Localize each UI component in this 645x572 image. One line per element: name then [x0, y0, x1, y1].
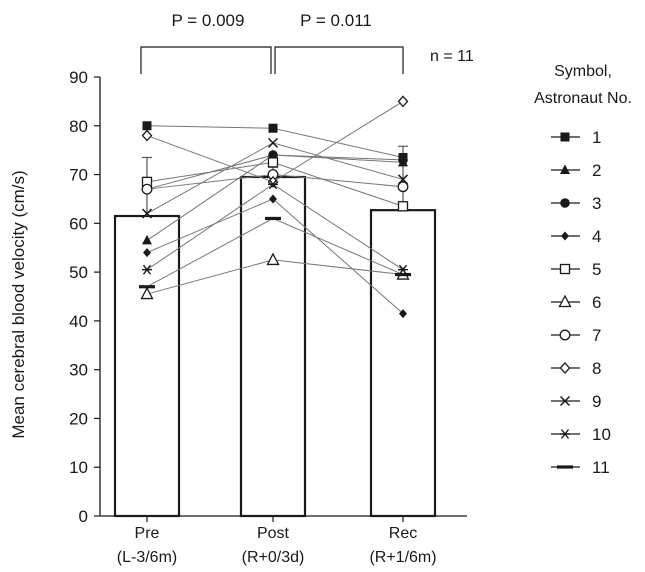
y-tick-label-70: 70 — [69, 166, 88, 185]
data-point-1-pre — [142, 121, 152, 131]
data-point-10-rec — [398, 264, 408, 275]
legend-title-line-2: Astronaut No. — [534, 90, 632, 107]
bars-layer — [113, 175, 437, 518]
significance-bracket-1 — [140, 46, 272, 74]
markers-layer — [139, 95, 411, 319]
legend-label-1: 1 — [592, 128, 601, 147]
legend-marker-1 — [560, 132, 570, 142]
legend-marker-9 — [559, 395, 571, 407]
y-tick-label-30: 30 — [69, 361, 88, 380]
legend-item-7: 7 — [551, 326, 601, 345]
legend-marker-11 — [557, 465, 573, 469]
legend-label-9: 9 — [592, 392, 601, 411]
data-point-4-rec — [399, 309, 407, 319]
legend-label-2: 2 — [592, 161, 601, 180]
data-point-7-rec — [397, 181, 409, 193]
legend-item-9: 9 — [551, 392, 601, 411]
legend-label-5: 5 — [592, 260, 601, 279]
significance-label-2: P = 0.011 — [300, 11, 372, 30]
y-tick-label-40: 40 — [69, 312, 88, 331]
legend-item-3: 3 — [551, 194, 601, 213]
legend-item-5: 5 — [551, 260, 601, 279]
x-tick-label-rec: Rec — [389, 525, 417, 542]
data-point-5-rec — [397, 201, 409, 212]
legend-marker-6 — [558, 294, 572, 308]
legend-marker-8 — [559, 362, 571, 374]
legend-marker-5 — [559, 263, 571, 275]
data-point-8-rec — [397, 95, 409, 108]
data-point-5-post — [267, 157, 279, 168]
y-tick-label-10: 10 — [69, 458, 88, 477]
legend-item-6: 6 — [551, 293, 601, 312]
legend: Symbol, Astronaut No. 1 2 3 4 5 6 7 8 9 10 11 — [534, 63, 632, 477]
legend-marker-10 — [560, 429, 570, 439]
data-point-3-rec — [398, 155, 408, 165]
x-tick-sublabel-post: (R+0/3d) — [242, 549, 305, 566]
legend-marker-4 — [561, 231, 569, 241]
data-point-11-pre — [139, 285, 155, 289]
data-point-1-post — [268, 123, 278, 133]
significance-label-1: P = 0.009 — [172, 11, 245, 30]
significance-brackets-layer: P = 0.009 P = 0.011 n = 11 — [140, 11, 474, 74]
data-point-9-post — [267, 137, 279, 148]
legend-label-8: 8 — [592, 359, 601, 378]
data-point-6-post — [266, 252, 280, 266]
legend-label-7: 7 — [592, 326, 601, 345]
legend-item-11: 11 — [551, 458, 610, 477]
data-point-11-rec — [395, 272, 411, 277]
data-point-7-pre — [141, 183, 153, 195]
y-tick-label-50: 50 — [69, 263, 88, 282]
legend-title-line-1: Symbol, — [554, 63, 612, 80]
bar-rec — [369, 209, 437, 518]
data-point-6-pre — [140, 286, 154, 300]
axes-layer: 0 10 20 30 40 50 60 70 80 90 Pre (L-3/6m) Post (R+0/3… — [9, 68, 467, 566]
x-tick-sublabel-rec: (R+1/6m) — [369, 549, 436, 566]
legend-marker-3 — [560, 198, 570, 208]
y-tick-label-90: 90 — [69, 68, 88, 87]
bar-post — [239, 175, 307, 518]
legend-item-1: 1 — [551, 128, 601, 147]
legend-label-4: 4 — [592, 227, 601, 246]
legend-item-10: 10 — [551, 425, 611, 444]
legend-label-10: 10 — [592, 425, 611, 444]
data-point-10-post — [268, 179, 278, 190]
legend-marker-2 — [560, 164, 570, 174]
significance-bracket-2 — [274, 46, 404, 74]
y-axis-label: Mean cerebral blood velocity (cm/s) — [9, 170, 28, 438]
legend-label-3: 3 — [592, 194, 601, 213]
data-point-9-rec — [397, 174, 409, 185]
bar-pre — [113, 214, 181, 518]
y-tick-label-0: 0 — [79, 507, 88, 526]
x-tick-label-post: Post — [257, 525, 290, 542]
legend-item-2: 2 — [551, 161, 601, 180]
y-tick-label-80: 80 — [69, 117, 88, 136]
data-point-2-pre — [142, 234, 152, 245]
sample-size-label: n = 11 — [430, 48, 474, 65]
x-tick-label-pre: Pre — [135, 525, 160, 542]
data-point-4-post — [269, 194, 277, 204]
legend-marker-7 — [559, 329, 571, 341]
data-point-9-pre — [141, 208, 153, 219]
data-point-8-pre — [141, 129, 153, 142]
data-point-4-pre — [143, 248, 151, 258]
x-tick-sublabel-pre: (L-3/6m) — [117, 549, 177, 566]
y-tick-label-60: 60 — [69, 214, 88, 233]
legend-item-4: 4 — [551, 227, 601, 246]
data-point-11-post — [265, 216, 281, 221]
legend-label-11: 11 — [592, 458, 610, 477]
legend-item-8: 8 — [551, 359, 601, 378]
y-tick-label-20: 20 — [69, 409, 88, 428]
legend-label-6: 6 — [592, 293, 601, 312]
data-point-10-pre — [142, 264, 152, 275]
